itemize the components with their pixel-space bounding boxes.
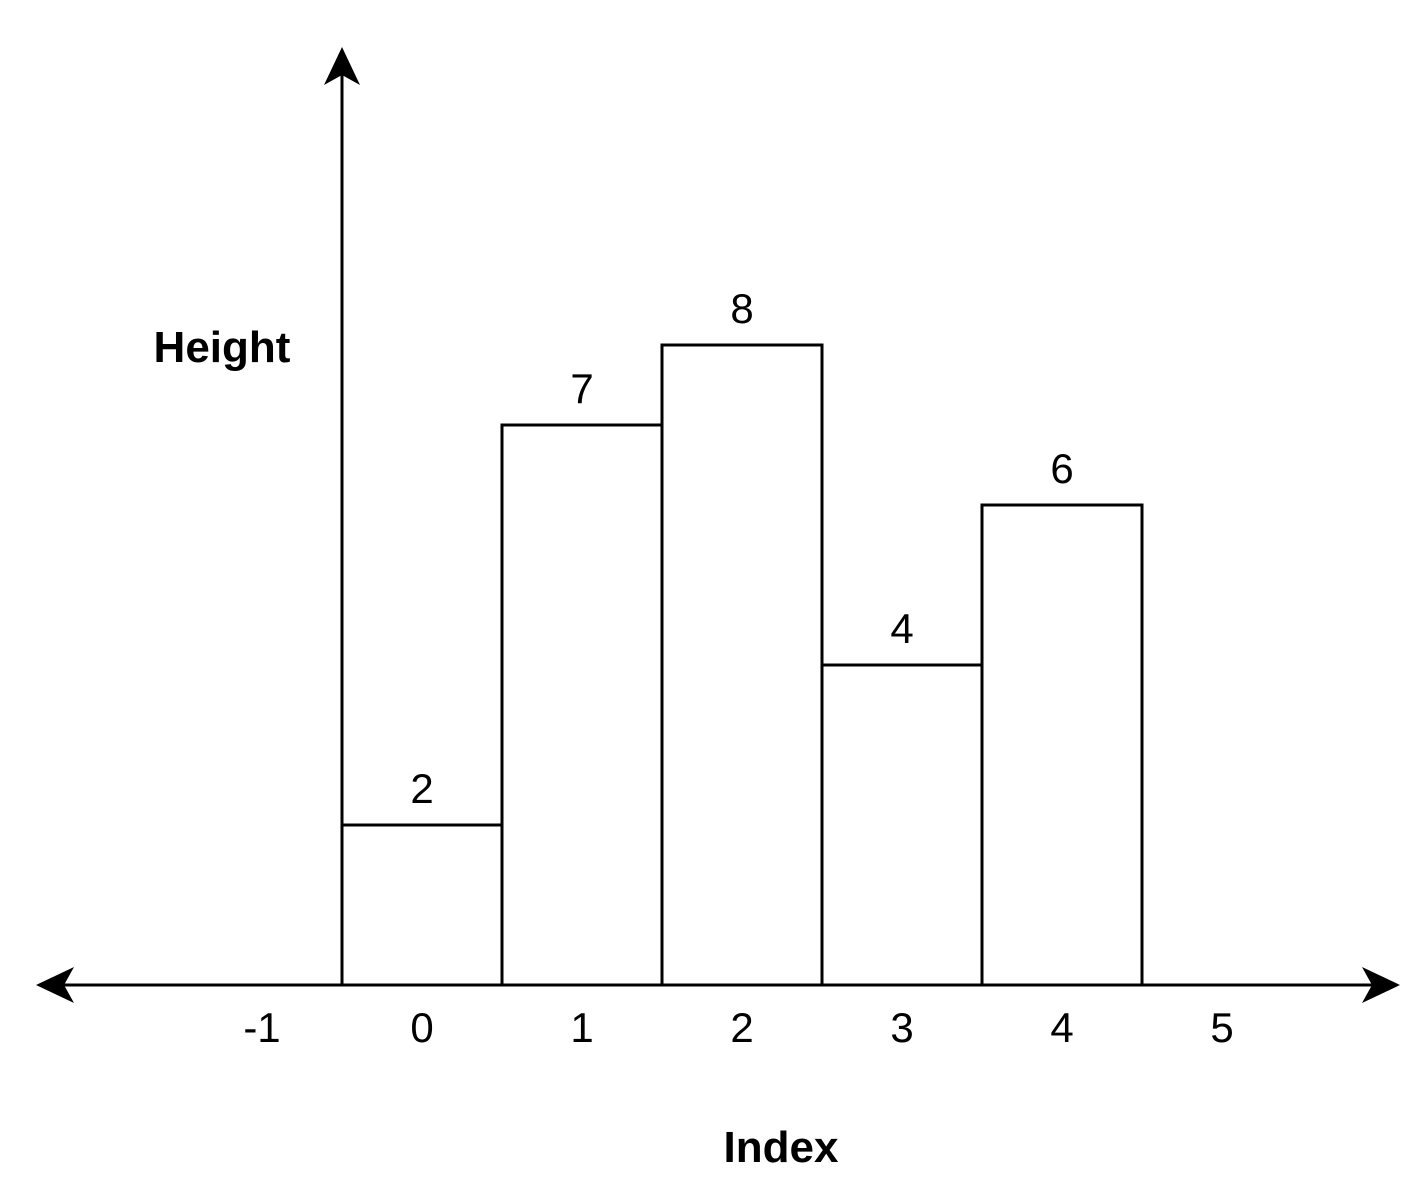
bar-value-label-2: 8 bbox=[730, 285, 753, 332]
bars-layer bbox=[340, 343, 1144, 987]
x-tick-label: 2 bbox=[730, 1004, 753, 1051]
bar-value-label-1: 7 bbox=[570, 365, 593, 412]
x-axis-title: Index bbox=[724, 1123, 839, 1172]
x-tick-label: 5 bbox=[1210, 1004, 1233, 1051]
bar-value-label-4: 6 bbox=[1050, 445, 1073, 492]
bar-index-1 bbox=[500, 423, 664, 987]
labels-layer: 2 7 8 4 6 bbox=[410, 285, 1073, 812]
bar-index-4 bbox=[980, 503, 1144, 987]
bar-value-label-0: 2 bbox=[410, 765, 433, 812]
x-axis-left-arrow bbox=[36, 967, 74, 1003]
bar-index-2 bbox=[660, 343, 824, 987]
axes-layer bbox=[36, 47, 1400, 1003]
y-axis-top-arrow bbox=[324, 47, 360, 85]
bar-index-3 bbox=[820, 663, 984, 987]
x-tick-label: 3 bbox=[890, 1004, 913, 1051]
bar-index-0 bbox=[340, 823, 504, 987]
x-tick-label: 4 bbox=[1050, 1004, 1073, 1051]
x-axis-right-arrow bbox=[1362, 967, 1400, 1003]
x-tick-label: -1 bbox=[243, 1004, 280, 1051]
y-axis-title: Height bbox=[154, 323, 291, 372]
x-tick-label: 1 bbox=[570, 1004, 593, 1051]
bar-value-label-3: 4 bbox=[890, 605, 913, 652]
x-tick-labels: -1 0 1 2 3 4 5 bbox=[243, 1004, 1233, 1051]
x-tick-label: 0 bbox=[410, 1004, 433, 1051]
